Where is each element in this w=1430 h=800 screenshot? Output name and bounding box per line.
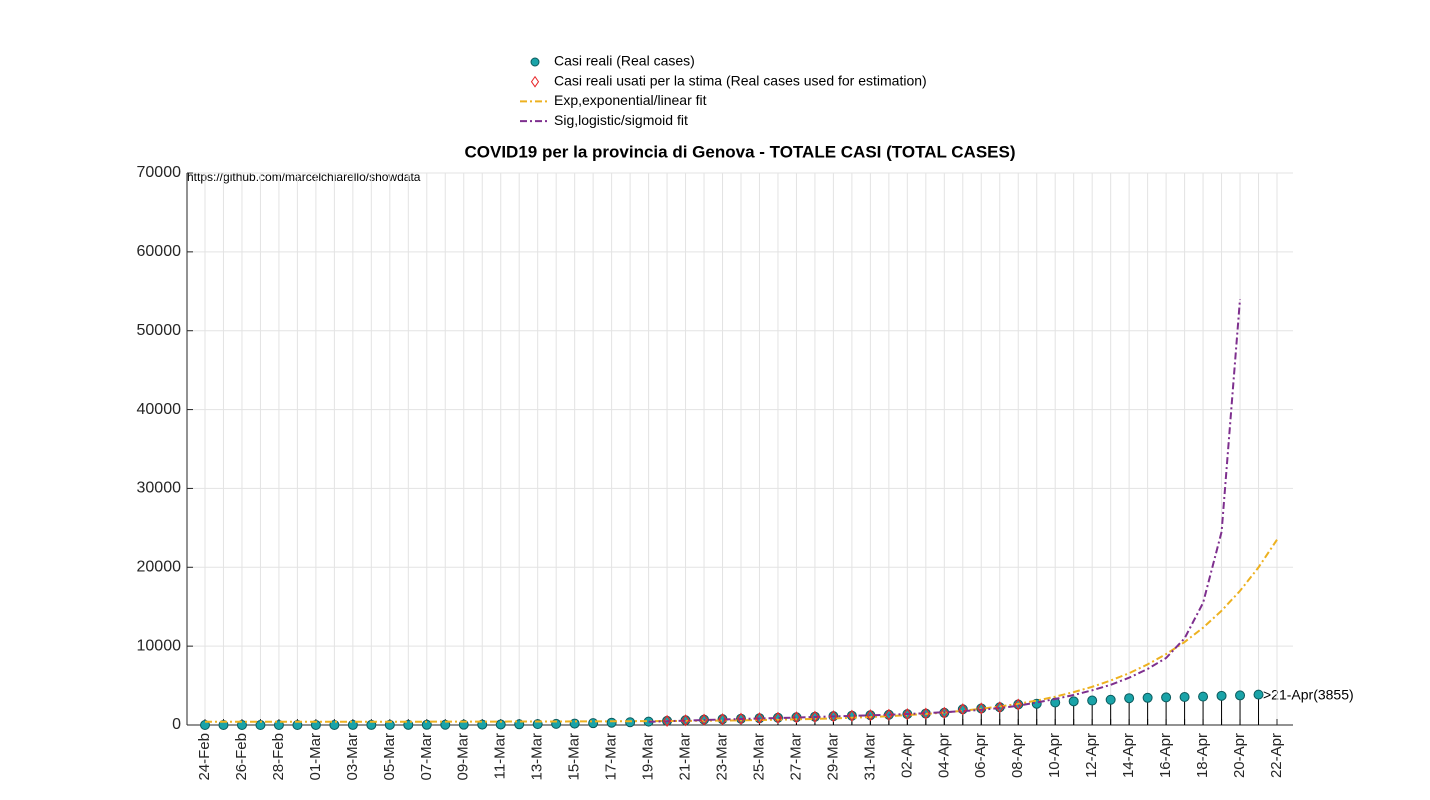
- data-point: [1105, 694, 1116, 705]
- estimation-point: [792, 711, 801, 724]
- x-tick-label: 17-Mar: [603, 733, 620, 781]
- estimation-point: [829, 710, 838, 723]
- estimation-point: [1014, 698, 1023, 711]
- last-value-note: >21-Apr(3855): [1263, 687, 1354, 703]
- x-tick-label: 21-Mar: [677, 733, 694, 781]
- estimation-point: [718, 713, 727, 726]
- data-point: [495, 719, 506, 730]
- y-tick-label: 60000: [137, 243, 182, 260]
- legend-entry: Casi reali (Real cases): [530, 53, 695, 69]
- estimation-point: [681, 714, 690, 727]
- fit-line: [205, 539, 1278, 723]
- legend-marker: [530, 75, 540, 88]
- x-tick-label: 06-Apr: [972, 733, 989, 778]
- x-tick-label: 18-Apr: [1194, 733, 1211, 778]
- x-tick-label: 29-Mar: [824, 733, 841, 781]
- estimation-point: [847, 709, 857, 722]
- legend-entry: Sig,logistic/sigmoid fit: [520, 112, 688, 128]
- estimation-point: [958, 703, 968, 716]
- data-point: [421, 719, 432, 730]
- x-tick-label: 13-Mar: [529, 733, 546, 781]
- legend-label: Exp,exponential/linear fit: [554, 92, 707, 108]
- x-tick-label: 25-Mar: [750, 733, 767, 781]
- estimation-point: [866, 709, 875, 722]
- y-tick-label: 20000: [137, 559, 182, 576]
- estimation-point: [995, 701, 1004, 714]
- x-tick-label: 12-Apr: [1083, 733, 1100, 778]
- x-tick-label: 23-Mar: [713, 733, 730, 781]
- estimation-point: [810, 710, 820, 723]
- y-tick-label: 0: [172, 716, 181, 733]
- estimation-point: [940, 706, 949, 719]
- y-tick-label: 70000: [137, 164, 182, 181]
- x-tick-label: 09-Mar: [455, 733, 472, 781]
- x-tick-label: 07-Mar: [418, 733, 435, 781]
- x-tick-label: 10-Apr: [1046, 733, 1063, 778]
- legend-label: Sig,logistic/sigmoid fit: [554, 112, 688, 128]
- x-tick-label: 15-Mar: [566, 733, 583, 781]
- data-point: [606, 717, 617, 728]
- data-point: [1216, 690, 1227, 701]
- x-tick-label: 01-Mar: [307, 733, 324, 781]
- x-tick-label: 20-Apr: [1231, 733, 1248, 778]
- estimation-point: [699, 713, 709, 726]
- data-point: [1198, 691, 1209, 702]
- data-point: [1068, 696, 1079, 707]
- estimation-point: [921, 707, 931, 720]
- x-tick-label: 08-Apr: [1009, 733, 1026, 778]
- x-tick-label: 22-Apr: [1268, 733, 1285, 778]
- x-tick-label: 19-Mar: [640, 733, 657, 781]
- x-tick-label: 28-Feb: [270, 733, 287, 781]
- x-tick-label: 05-Mar: [381, 733, 398, 781]
- y-tick-label: 10000: [137, 637, 182, 654]
- x-tick-label: 16-Apr: [1157, 733, 1174, 778]
- x-tick-label: 02-Apr: [898, 733, 915, 778]
- y-tick-label: 30000: [137, 480, 182, 497]
- data-point: [1235, 690, 1246, 701]
- x-tick-label: 14-Apr: [1120, 733, 1137, 778]
- legend-label: Casi reali (Real cases): [554, 53, 695, 69]
- x-tick-label: 27-Mar: [787, 733, 804, 781]
- data-point: [255, 719, 266, 730]
- x-tick-label: 11-Mar: [492, 733, 509, 779]
- legend-marker: [530, 57, 540, 67]
- estimation-point: [755, 712, 764, 725]
- y-tick-label: 40000: [137, 401, 182, 418]
- estimation-point: [662, 714, 672, 727]
- y-tick-label: 50000: [137, 322, 182, 339]
- x-tick-label: 31-Mar: [861, 733, 878, 781]
- estimation-point: [977, 702, 986, 715]
- estimation-point: [903, 708, 912, 721]
- fit-line: [648, 299, 1241, 723]
- x-tick-label: 03-Mar: [344, 733, 361, 781]
- x-tick-label: 26-Feb: [233, 733, 250, 781]
- x-tick-label: 04-Apr: [935, 733, 952, 778]
- legend-label: Casi reali usati per la stima (Real case…: [554, 72, 927, 88]
- data-point: [1161, 692, 1172, 703]
- estimation-point: [773, 711, 783, 724]
- data-point: [625, 717, 636, 728]
- estimation-point: [736, 712, 746, 725]
- data-point: [1142, 692, 1153, 703]
- estimation-point: [884, 708, 894, 721]
- data-point: [1124, 693, 1135, 704]
- data-point: [1253, 689, 1264, 700]
- legend-entry: Exp,exponential/linear fit: [520, 92, 707, 108]
- chart-title: COVID19 per la provincia di Genova - TOT…: [464, 142, 1015, 161]
- data-point: [1179, 692, 1190, 703]
- x-tick-label: 24-Feb: [196, 733, 213, 781]
- source-note: https://github.com/marcelchiarello/showd…: [187, 170, 421, 184]
- data-point: [588, 718, 599, 729]
- legend-entry: Casi reali usati per la stima (Real case…: [530, 72, 927, 88]
- data-point: [1087, 695, 1098, 706]
